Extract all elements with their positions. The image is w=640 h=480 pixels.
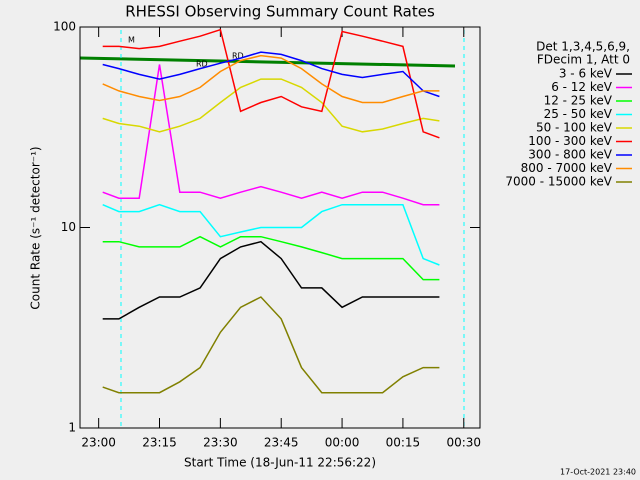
x-tick-label: 00:00: [325, 436, 360, 450]
x-tick-label: 23:00: [81, 436, 116, 450]
series-line: [102, 51, 440, 98]
legend-label: 3 - 6 keV: [559, 67, 613, 81]
y-tick-label: 10: [61, 220, 76, 234]
attenuator-line: [79, 56, 456, 68]
y-tick-label: 100: [53, 20, 76, 34]
legend-label: 300 - 800 keV: [528, 148, 612, 162]
annotation: RD: [196, 60, 208, 69]
footer: 17-Oct-2021 23:40: [560, 468, 636, 477]
y-tick-label: 1: [68, 421, 76, 435]
x-axis-label: Start Time (18-Jun-11 22:56:22): [184, 456, 376, 470]
series-line: [102, 64, 440, 206]
legend-label: 12 - 25 keV: [544, 94, 613, 108]
series-line: [102, 78, 440, 133]
legend-label: 50 - 100 keV: [536, 121, 613, 135]
series-line: [102, 235, 440, 281]
legend-header: FDecim 1, Att 0: [537, 53, 630, 67]
legend-label: 25 - 50 keV: [544, 107, 613, 121]
x-tick-label: 00:15: [386, 436, 421, 450]
y-axis-label: Count Rate (s⁻¹ detector⁻¹): [29, 146, 43, 309]
annotation: RD: [232, 52, 244, 61]
series-line: [102, 240, 440, 320]
x-tick-label: 23:45: [264, 436, 299, 450]
series-line: [102, 296, 440, 394]
legend-label: 7000 - 15000 keV: [505, 175, 612, 189]
x-tick-label: 23:30: [203, 436, 238, 450]
series-line: [102, 203, 440, 266]
annotation: M: [128, 36, 135, 45]
legend-header: Det 1,3,4,5,6,9,: [536, 40, 630, 54]
series-line: [102, 28, 440, 139]
legend-label: 6 - 12 keV: [551, 80, 613, 94]
x-tick-label: 00:30: [446, 436, 481, 450]
chart-title: RHESSI Observing Summary Count Rates: [125, 3, 435, 21]
x-tick-label: 23:15: [142, 436, 177, 450]
series-line: [102, 54, 440, 104]
legend-label: 800 - 7000 keV: [521, 161, 613, 175]
legend-label: 100 - 300 keV: [528, 134, 612, 148]
